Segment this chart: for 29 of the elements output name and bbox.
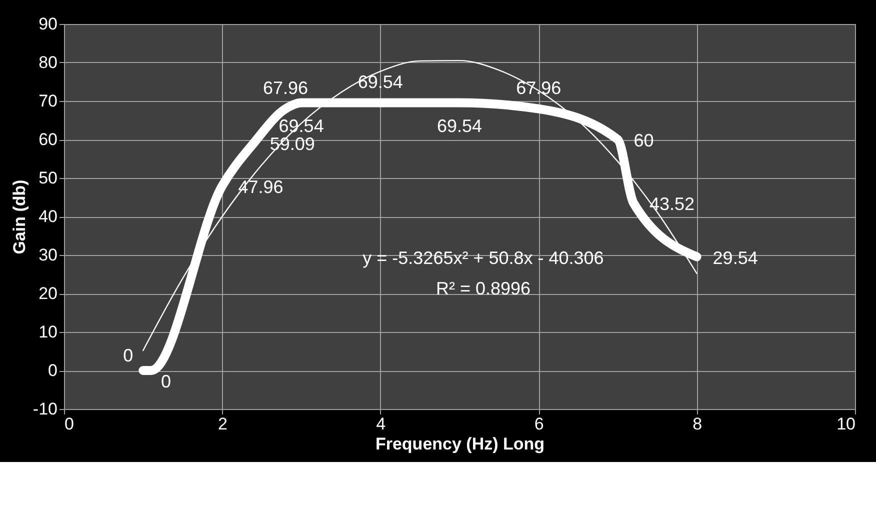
annotation: y = -5.3265x² + 50.8x - 40.306 (362, 248, 604, 268)
x-tick-label: 8 (692, 414, 702, 434)
data-label: 67.96 (262, 78, 308, 98)
y-tick-label: 90 (38, 14, 58, 34)
data-label: 0 (123, 346, 134, 366)
y-tick-label: 50 (38, 168, 58, 188)
y-tick-label: 10 (38, 322, 58, 342)
y-axis-title: Gain (db) (10, 180, 29, 254)
x-tick-label: 4 (376, 414, 386, 434)
data-label: 69.54 (436, 116, 482, 136)
data-label: 29.54 (712, 248, 758, 268)
data-label: 0 (161, 372, 172, 392)
y-tick-label: 70 (38, 92, 58, 110)
y-tick-label: 80 (38, 53, 58, 72)
data-label: 69.54 (358, 72, 403, 92)
annotation: R² = 0.8996 (436, 278, 531, 299)
x-tick-label: 2 (218, 414, 228, 434)
y-tick-label: 60 (38, 130, 58, 149)
y-tick-label: 20 (38, 284, 58, 303)
y-tick-label: 30 (38, 246, 58, 264)
y-tick-label: 0 (48, 361, 58, 380)
y-tick-label: -10 (32, 400, 58, 418)
y-tick-label: 40 (38, 207, 58, 226)
x-tick-label: 0 (64, 414, 74, 434)
x-axis-title: Frequency (Hz) Long (375, 434, 545, 454)
x-tick-label: 6 (534, 414, 544, 434)
data-label: 43.52 (650, 194, 695, 214)
x-tick-label: 10 (836, 414, 856, 434)
data-label: 60 (634, 130, 654, 150)
